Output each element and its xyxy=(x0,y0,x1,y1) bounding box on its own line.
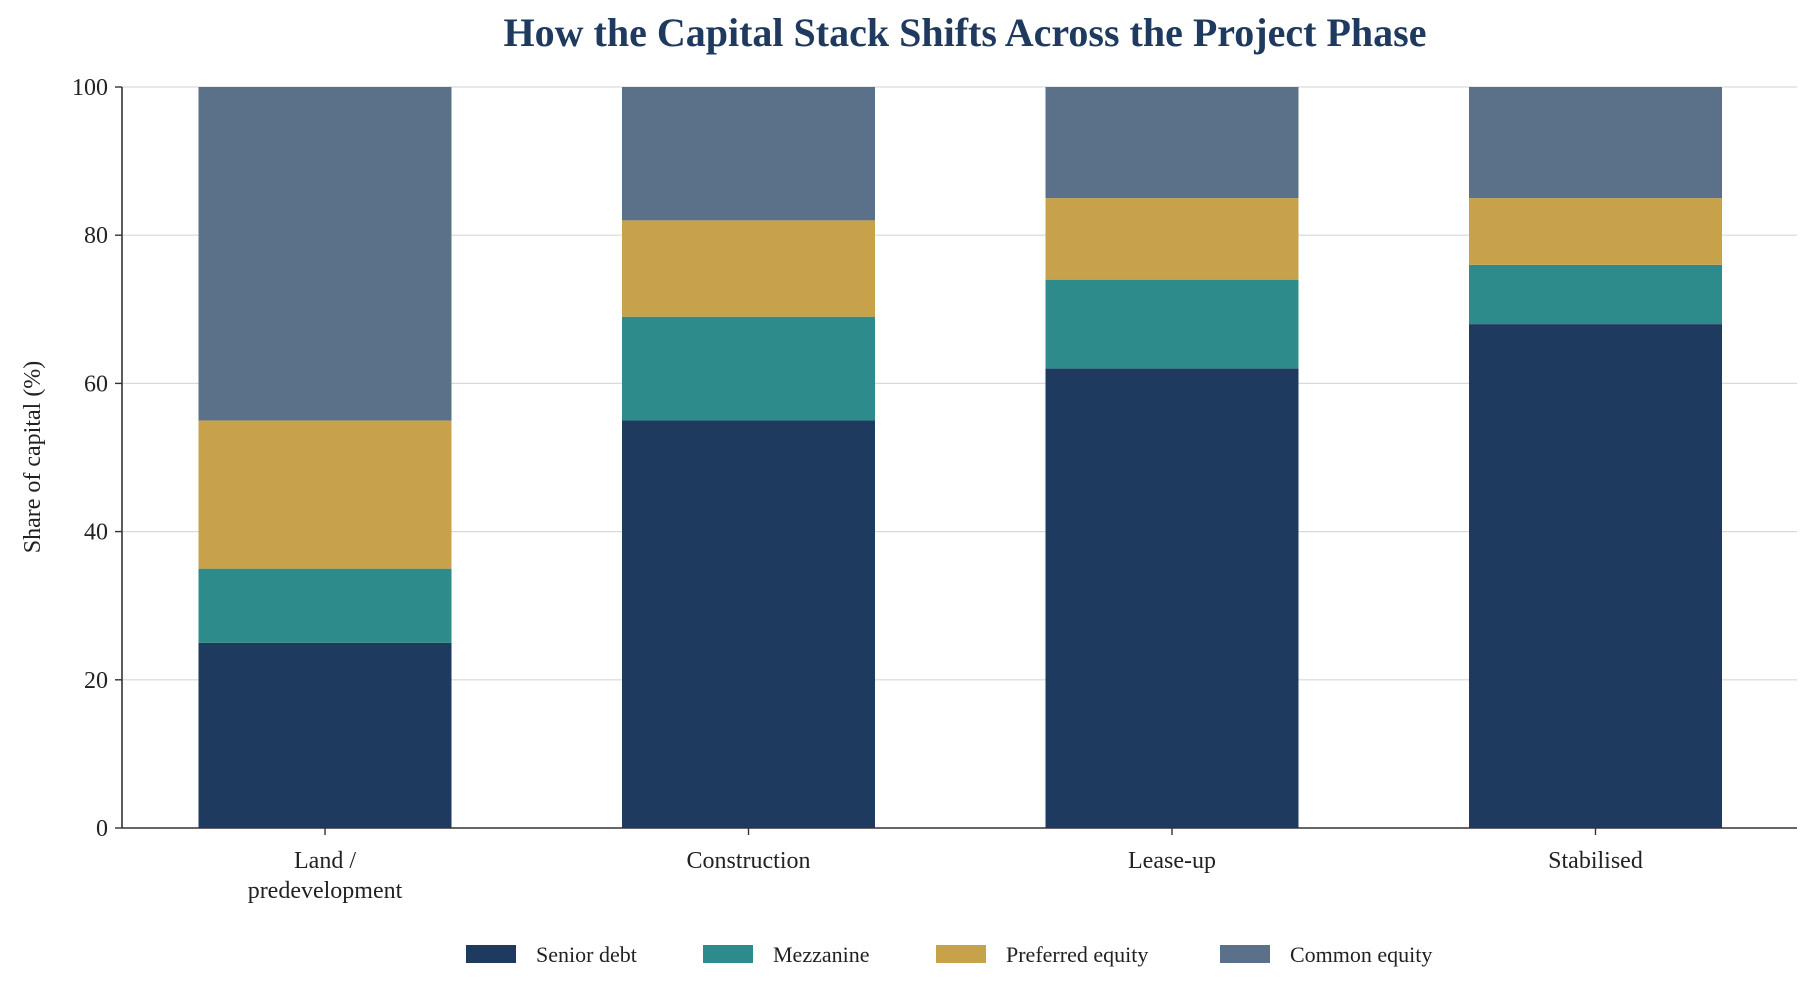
y-tick-label: 20 xyxy=(84,668,108,694)
legend-item-common-equity: Common equity xyxy=(1220,942,1432,967)
y-tick-label: 80 xyxy=(84,223,108,249)
chart-title: How the Capital Stack Shifts Across the … xyxy=(504,10,1427,55)
legend-label: Common equity xyxy=(1290,942,1432,967)
bar-common-equity xyxy=(198,87,452,421)
x-tick-label-line: Stabilised xyxy=(1548,848,1643,874)
legend-swatch xyxy=(703,945,753,963)
legend-swatch xyxy=(466,945,516,963)
legend-item-preferred-equity: Preferred equity xyxy=(936,942,1148,967)
bars xyxy=(198,87,1722,828)
bar-preferred-equity xyxy=(1469,198,1722,265)
y-tick-label: 40 xyxy=(84,520,108,546)
x-tick-label-line: Construction xyxy=(687,848,811,874)
y-tick-label: 60 xyxy=(84,371,108,397)
x-tick-label-line: predevelopment xyxy=(248,878,403,904)
bar-preferred-equity xyxy=(1045,198,1299,280)
bar-common-equity xyxy=(1469,87,1722,199)
legend-item-mezzanine: Mezzanine xyxy=(703,942,870,967)
y-tick-label: 100 xyxy=(72,75,108,101)
bar-common-equity xyxy=(622,87,875,221)
legend-label: Senior debt xyxy=(536,942,637,967)
x-tick-label-line: Lease-up xyxy=(1128,848,1216,874)
bar-preferred-equity xyxy=(622,220,875,317)
bar-mezzanine xyxy=(1045,279,1299,369)
bar-mezzanine xyxy=(1469,264,1722,325)
legend: Senior debt Mezzanine Preferred equity Comm… xyxy=(466,942,1432,967)
legend-label: Mezzanine xyxy=(773,942,870,967)
bar-senior-debt xyxy=(1469,324,1722,828)
axes: 0 20 40 60 80 100 Land / predevelopment Construc… xyxy=(72,75,1797,904)
bar-mezzanine xyxy=(622,316,875,421)
bar-senior-debt xyxy=(1045,368,1299,828)
legend-swatch xyxy=(936,945,986,963)
x-tick-label: Lease-up xyxy=(1128,848,1216,874)
legend-swatch xyxy=(1220,945,1270,963)
bar-mezzanine xyxy=(198,568,452,643)
x-tick-label-line: Land / xyxy=(294,848,356,874)
bar-common-equity xyxy=(1045,87,1299,199)
x-tick-label: Construction xyxy=(687,848,811,874)
bar-senior-debt xyxy=(198,642,452,828)
legend-item-senior-debt: Senior debt xyxy=(466,942,637,967)
bar-senior-debt xyxy=(622,420,875,828)
y-axis-label: Share of capital (%) xyxy=(20,361,46,554)
x-tick-label: Land / predevelopment xyxy=(248,848,403,904)
x-tick-label: Stabilised xyxy=(1548,848,1643,874)
y-tick-label: 0 xyxy=(96,816,108,842)
legend-label: Preferred equity xyxy=(1006,942,1148,967)
bar-preferred-equity xyxy=(198,420,452,569)
